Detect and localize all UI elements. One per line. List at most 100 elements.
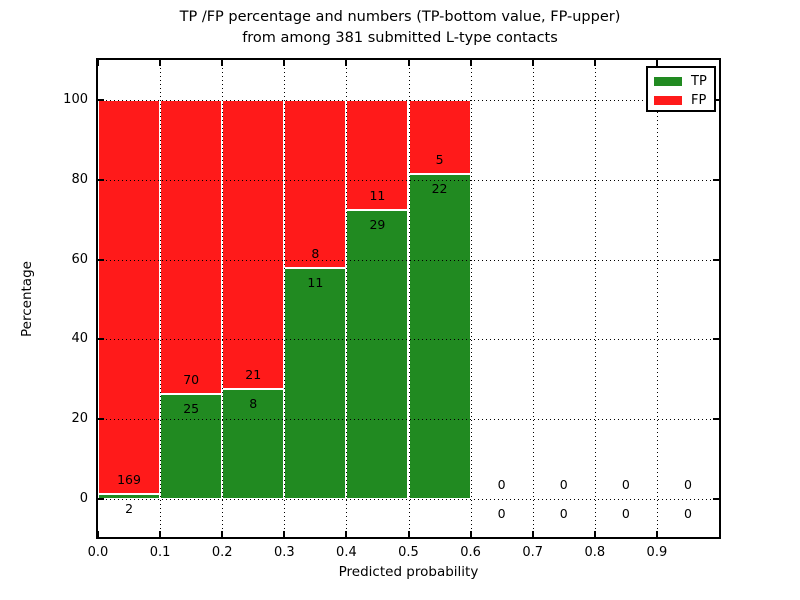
gridline-horizontal (98, 339, 719, 341)
chart-title-line2: from among 381 submitted L-type contacts (242, 30, 558, 46)
bar-fp-count-label: 0 (621, 477, 630, 493)
bar-fp-segment (284, 99, 347, 268)
bar-fp-count-label: 0 (683, 477, 692, 493)
bar-fp-count-label: 5 (435, 151, 444, 167)
bar-fp-segment (160, 99, 223, 395)
bar-fp-count-label: 8 (311, 245, 320, 261)
gridline-vertical (656, 60, 658, 537)
y-tick-mark (98, 498, 104, 501)
x-tick-mark (593, 531, 596, 537)
x-tick-label: 0.4 (336, 545, 357, 560)
gridline-vertical (408, 60, 410, 537)
y-tick-label: 40 (71, 331, 88, 347)
chart-title: TP /FP percentage and numbers (TP-bottom… (0, 7, 800, 49)
bar-fp-count-label: 169 (117, 472, 141, 488)
x-tick-mark (283, 60, 286, 66)
y-tick-mark (713, 178, 719, 181)
bar-fp-count-label: 21 (245, 366, 262, 382)
x-tick-label: 0.5 (398, 545, 419, 560)
y-tick-mark (98, 178, 104, 181)
x-tick-mark (283, 531, 286, 537)
gridline-vertical (532, 60, 534, 537)
x-tick-mark (221, 531, 224, 537)
bar-tp-count-label: 0 (559, 506, 568, 522)
bar-tp-segment (98, 494, 161, 500)
x-tick-label: 0.8 (584, 545, 606, 560)
y-tick-mark (713, 258, 719, 261)
x-tick-mark (655, 60, 658, 66)
plot-frame (96, 58, 721, 539)
y-axis-label: Percentage (19, 261, 35, 337)
chart-title-line1: TP /FP percentage and numbers (TP-bottom… (179, 9, 621, 25)
x-tick-label: 0.3 (273, 545, 295, 560)
gridline-horizontal (98, 419, 719, 421)
x-tick-label: 0.7 (522, 545, 544, 560)
gridline-vertical (346, 60, 348, 537)
bar-tp-count-label: 25 (183, 401, 200, 417)
legend-entry-fp: FP (654, 91, 714, 110)
legend-entry-tp: TP (654, 72, 714, 91)
y-tick-mark (713, 418, 719, 421)
bar-tp-count-label: 8 (249, 395, 258, 411)
x-tick-label: 0.0 (87, 545, 109, 560)
bar-tp-segment (222, 388, 285, 500)
y-tick-mark (713, 498, 719, 501)
bar-fp-count-label: 70 (183, 372, 200, 388)
bar-fp-segment (98, 99, 161, 495)
y-tick-label: 80 (71, 171, 88, 187)
bar-fp-segment (222, 99, 285, 389)
x-tick-mark (407, 60, 410, 66)
gridline-horizontal (98, 99, 719, 101)
y-tick-mark (98, 338, 104, 341)
bar-tp-segment (160, 394, 223, 500)
x-tick-mark (469, 531, 472, 537)
y-tick-label: 20 (71, 411, 88, 427)
bar-tp-count-label: 2 (125, 501, 134, 517)
gridline-horizontal (98, 259, 719, 261)
bar-tp-segment (408, 173, 471, 500)
gridline-vertical (470, 60, 472, 537)
x-tick-mark (345, 531, 348, 537)
bar-fp-count-label: 0 (559, 477, 568, 493)
x-tick-label: 0.2 (211, 545, 233, 560)
bar-tp-count-label: 11 (307, 274, 324, 290)
gridline-horizontal (98, 499, 719, 501)
x-tick-label: 0.9 (646, 545, 668, 560)
y-tick-label: 100 (63, 91, 88, 107)
x-tick-mark (593, 60, 596, 66)
bar-tp-count-label: 29 (369, 216, 386, 232)
y-tick-mark (98, 258, 104, 261)
y-tick-mark (98, 98, 104, 101)
bar-fp-count-label: 11 (369, 187, 386, 203)
x-tick-label: 0.6 (460, 545, 481, 560)
y-tick-mark (98, 418, 104, 421)
bar-tp-count-label: 0 (621, 506, 630, 522)
y-tick-label: 60 (71, 251, 88, 267)
bar-tp-count-label: 22 (431, 180, 448, 196)
legend-label-tp: TP (691, 74, 707, 89)
x-tick-mark (531, 60, 534, 66)
bar-tp-count-label: 0 (683, 506, 692, 522)
bar-tp-count-label: 0 (497, 506, 506, 522)
x-axis-label: Predicted probability (338, 564, 479, 580)
x-tick-mark (97, 531, 99, 537)
bar-fp-count-label: 0 (497, 477, 506, 493)
bar-tp-segment (346, 209, 409, 500)
x-tick-mark (655, 531, 658, 537)
y-tick-mark (713, 98, 719, 101)
x-tick-mark (159, 60, 162, 66)
legend: TP FP (646, 66, 716, 112)
bar-tp-segment (284, 267, 347, 500)
gridline-vertical (594, 60, 596, 537)
y-tick-label: 0 (79, 491, 88, 507)
gridline-horizontal (98, 179, 719, 181)
y-tick-mark (713, 338, 719, 341)
x-tick-mark (221, 60, 224, 66)
gridline-vertical (284, 60, 286, 537)
legend-swatch-fp (654, 96, 682, 105)
x-tick-mark (531, 531, 534, 537)
x-tick-label: 0.1 (149, 545, 171, 560)
x-tick-mark (97, 60, 99, 66)
gridline-vertical (160, 60, 162, 537)
